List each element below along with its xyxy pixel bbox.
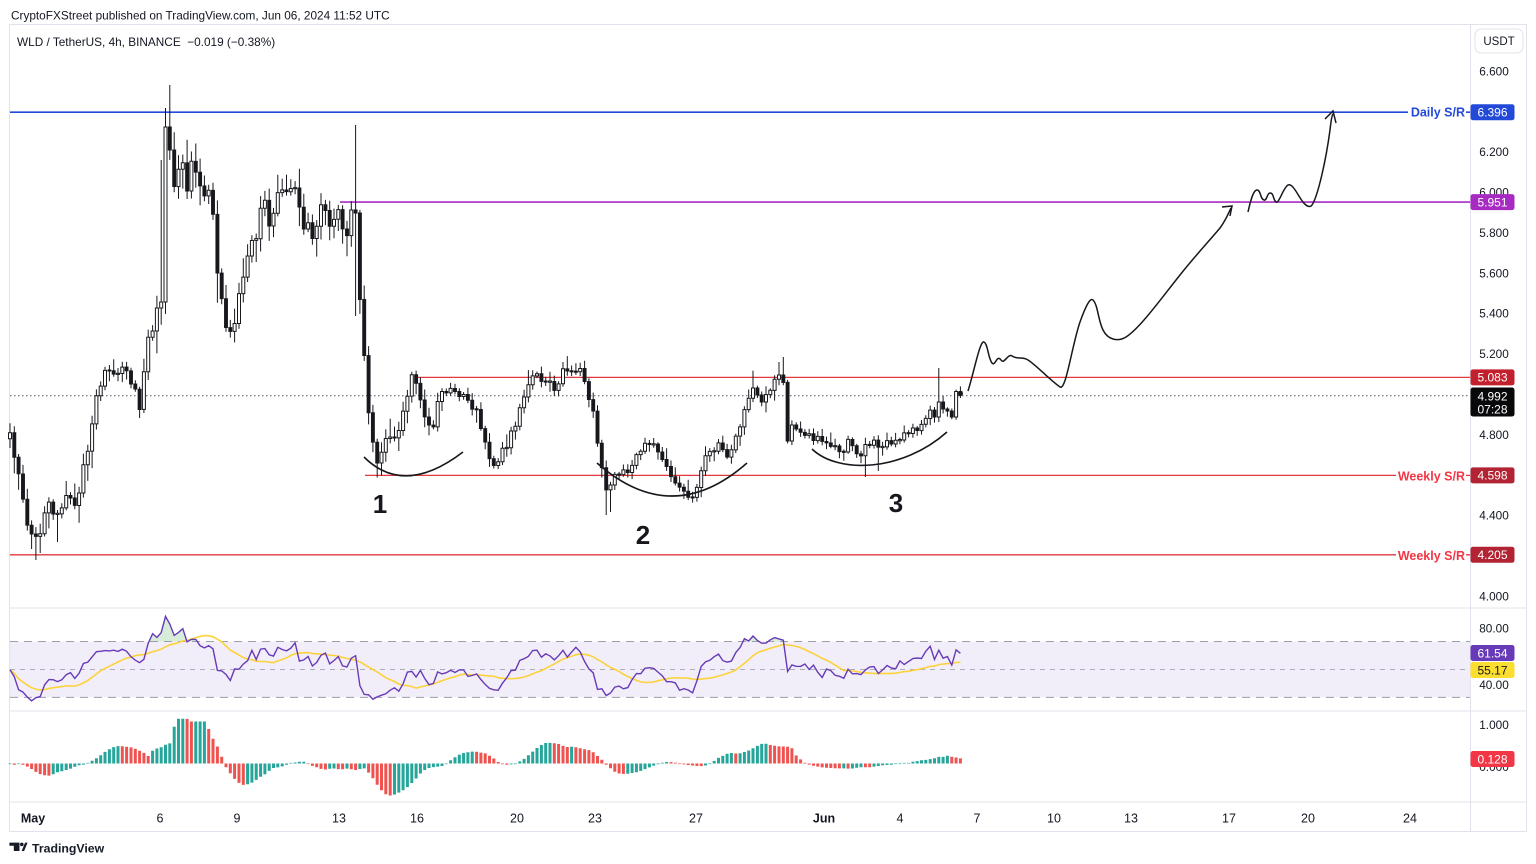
- svg-text:Daily S/R: Daily S/R: [1411, 106, 1465, 120]
- svg-text:27: 27: [689, 812, 703, 826]
- svg-text:13: 13: [1124, 812, 1138, 826]
- svg-text:Weekly S/R: Weekly S/R: [1398, 470, 1465, 484]
- svg-text:6.396: 6.396: [1477, 106, 1507, 120]
- svg-text:55.17: 55.17: [1477, 663, 1507, 677]
- svg-text:CryptoFXStreet published on Tr: CryptoFXStreet published on TradingView.…: [11, 9, 390, 23]
- svg-text:5.951: 5.951: [1477, 195, 1507, 209]
- svg-text:4.205: 4.205: [1477, 548, 1507, 562]
- svg-text:May: May: [21, 812, 45, 826]
- svg-text:4.598: 4.598: [1477, 469, 1507, 483]
- svg-text:5.800: 5.800: [1479, 226, 1509, 240]
- svg-text:5.200: 5.200: [1479, 347, 1509, 361]
- svg-text:80.00: 80.00: [1479, 622, 1509, 636]
- svg-text:1: 1: [373, 489, 387, 519]
- svg-text:9: 9: [234, 812, 241, 826]
- svg-text:10: 10: [1047, 812, 1061, 826]
- svg-text:3: 3: [889, 488, 903, 518]
- svg-text:23: 23: [588, 812, 602, 826]
- svg-text:13: 13: [332, 812, 346, 826]
- svg-text:40.00: 40.00: [1479, 678, 1509, 692]
- svg-text:6: 6: [157, 812, 164, 826]
- svg-text:07:28: 07:28: [1477, 403, 1507, 417]
- svg-text:5.400: 5.400: [1479, 307, 1509, 321]
- svg-text:0.128: 0.128: [1477, 752, 1507, 766]
- svg-text:61.54: 61.54: [1477, 646, 1507, 660]
- svg-text:16: 16: [410, 812, 424, 826]
- svg-text:TradingView: TradingView: [32, 841, 105, 855]
- svg-text:6.200: 6.200: [1479, 145, 1509, 159]
- svg-text:Weekly S/R: Weekly S/R: [1398, 549, 1465, 563]
- svg-text:17: 17: [1222, 812, 1236, 826]
- svg-text:4.992: 4.992: [1477, 390, 1507, 404]
- svg-text:4: 4: [897, 812, 904, 826]
- svg-text:7: 7: [974, 812, 981, 826]
- svg-text:WLD / TetherUS, 4h, BINANCE −: WLD / TetherUS, 4h, BINANCE −0.019 (−0.3…: [17, 35, 275, 49]
- svg-text:5.600: 5.600: [1479, 266, 1509, 280]
- svg-text:1.000: 1.000: [1479, 718, 1509, 732]
- svg-text:20: 20: [1301, 812, 1315, 826]
- svg-text:2: 2: [636, 520, 650, 550]
- svg-text:USDT: USDT: [1483, 36, 1514, 48]
- svg-text:4.000: 4.000: [1479, 590, 1509, 604]
- svg-text:4.800: 4.800: [1479, 428, 1509, 442]
- svg-text:Jun: Jun: [813, 812, 835, 826]
- svg-text:6.600: 6.600: [1479, 64, 1509, 78]
- svg-text:20: 20: [510, 812, 524, 826]
- svg-text:5.083: 5.083: [1477, 371, 1507, 385]
- svg-text:24: 24: [1403, 812, 1417, 826]
- svg-text:4.400: 4.400: [1479, 509, 1509, 523]
